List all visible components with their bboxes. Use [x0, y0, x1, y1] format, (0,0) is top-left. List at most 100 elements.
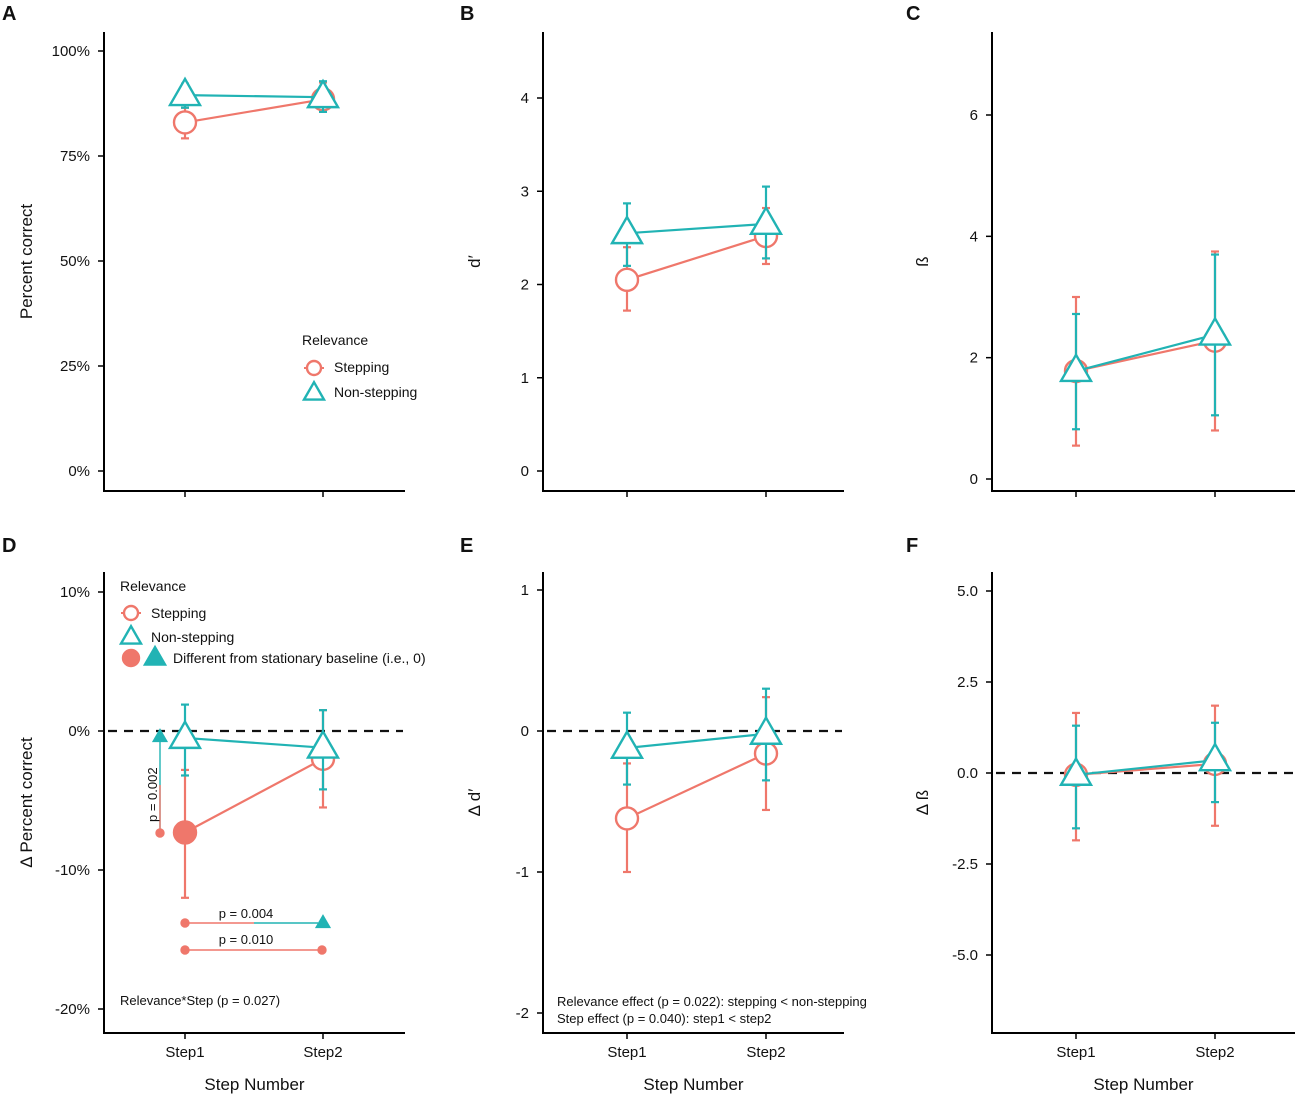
panel-a: A 0% 25% 50% 75% 100% Percent correct Relevance… — [2, 3, 417, 497]
point-nonstepping — [167, 719, 203, 750]
series-nonstepping — [609, 185, 784, 267]
y-tick-label: 75% — [60, 148, 90, 165]
y-tick-label: -2 — [516, 1005, 529, 1022]
y-tick-label: 0 — [521, 723, 529, 740]
series-nonstepping — [1058, 253, 1233, 431]
anno-step-effect: Step effect (p = 0.040): step1 < step2 — [557, 1011, 771, 1026]
series-line — [184, 98, 324, 124]
series-line — [626, 234, 767, 281]
legend-stepping-label: Stepping — [151, 605, 206, 621]
legend-stepping-label: Stepping — [334, 359, 389, 375]
y-tick-label: 2 — [521, 277, 529, 294]
anno-p-within: p = 0.002 — [145, 767, 160, 822]
y-tick-label: -2.5 — [952, 856, 978, 873]
y-tick-label: 5.0 — [957, 583, 978, 600]
y-tick-label: 0% — [68, 723, 90, 740]
panel-letter: B — [460, 3, 474, 25]
legend-nonstepping-label: Non-stepping — [151, 629, 234, 645]
x-tick-label: Step1 — [165, 1044, 204, 1061]
x-tick-label: Step1 — [607, 1044, 646, 1061]
series-nonstepping — [609, 687, 784, 786]
panel-letter: C — [906, 3, 920, 25]
legend-title: Relevance — [302, 332, 368, 348]
panel-letter: D — [2, 535, 16, 557]
series-line — [1075, 759, 1216, 776]
panel-c: C 0 2 4 6 ß — [906, 3, 1295, 497]
x-axis-title: Step Number — [1093, 1075, 1193, 1094]
legend-nonstepping-marker — [118, 623, 144, 645]
y-tick-label: 0% — [68, 463, 90, 480]
panel-letter: E — [460, 535, 473, 557]
x-tick-label: Step2 — [1195, 1044, 1234, 1061]
panels: A0%25%50%75%100%Percent correctRelevance… — [2, 3, 1295, 1094]
panel-letter: A — [2, 3, 16, 25]
legend-stepping-marker — [122, 604, 140, 622]
legend-different-triangle — [142, 644, 168, 666]
y-axis-title: Δ Percent correct — [17, 737, 36, 868]
panel-b: B 0 1 2 3 4 d′ — [460, 3, 844, 497]
y-axis-title: ß — [913, 256, 932, 266]
series-line — [626, 222, 767, 235]
series-nonstepping — [1058, 721, 1233, 830]
x-tick-label: Step2 — [746, 1044, 785, 1061]
series-line — [184, 757, 324, 834]
y-tick-label: 100% — [52, 43, 90, 60]
x-tick-label: Step1 — [1056, 1044, 1095, 1061]
legend: Relevance Stepping Non-stepping — [301, 332, 417, 401]
y-tick-label: 3 — [521, 183, 529, 200]
point-nonstepping — [748, 205, 784, 236]
series-nonstepping — [167, 703, 341, 791]
y-tick-label: -10% — [55, 862, 90, 879]
series-stepping — [1063, 250, 1228, 447]
point-nonstepping — [1197, 741, 1233, 772]
anno-bracket2-end — [317, 945, 327, 955]
point-nonstepping — [305, 78, 341, 109]
legend-title: Relevance — [120, 578, 186, 594]
y-tick-label: 4 — [521, 90, 529, 107]
anno-circle-end — [155, 828, 165, 838]
anno-interaction: Relevance*Step (p = 0.027) — [120, 993, 280, 1008]
point-nonstepping — [609, 729, 645, 760]
point-nonstepping — [167, 76, 203, 107]
y-axis-title: Percent correct — [17, 204, 36, 320]
legend-stepping-marker — [305, 359, 323, 377]
y-tick-label: 1 — [521, 370, 529, 387]
y-tick-label: 0 — [970, 471, 978, 488]
panel-d: D -20% -10% 0% 10% Step1 Step2 Step Number Δ Per… — [2, 535, 426, 1094]
series-nonstepping — [167, 76, 341, 114]
series-stepping — [614, 206, 779, 312]
legend-nonstepping-marker — [301, 379, 327, 401]
y-tick-label: -1 — [516, 864, 529, 881]
y-axis-title: Δ ß — [913, 790, 932, 816]
point-stepping — [172, 820, 198, 845]
legend: Relevance Stepping Non-stepping Different f… — [118, 578, 426, 668]
y-axis-title: d′ — [465, 255, 484, 268]
series-stepping — [614, 696, 779, 874]
legend-different-circle — [121, 648, 141, 668]
y-tick-label: 25% — [60, 358, 90, 375]
y-tick-label: 1 — [521, 582, 529, 599]
y-tick-label: 2 — [970, 350, 978, 367]
y-tick-label: -5.0 — [952, 947, 978, 964]
point-nonstepping — [1058, 352, 1094, 383]
y-tick-label: 0 — [521, 463, 529, 480]
series-line — [1075, 333, 1216, 373]
legend-different-label: Different from stationary baseline (i.e.… — [173, 650, 426, 666]
series-line — [184, 94, 324, 99]
series-line — [184, 736, 324, 749]
point-stepping — [614, 267, 640, 293]
anno-bracket1-end — [314, 914, 332, 929]
point-nonstepping — [609, 214, 645, 245]
anno-relevance-effect: Relevance effect (p = 0.022): stepping <… — [557, 994, 867, 1009]
x-axis-title: Step Number — [643, 1075, 743, 1094]
anno-triangle-end — [151, 728, 169, 743]
y-tick-label: 6 — [970, 107, 978, 124]
y-tick-label: 4 — [970, 228, 978, 245]
legend-nonstepping-label: Non-stepping — [334, 384, 417, 400]
annotations: p = 0.002 p = 0.004 p = 0.010 Relevance*Ste… — [120, 728, 332, 1008]
point-stepping — [172, 110, 198, 135]
series-line — [626, 732, 767, 750]
y-tick-label: 0.0 — [957, 765, 978, 782]
